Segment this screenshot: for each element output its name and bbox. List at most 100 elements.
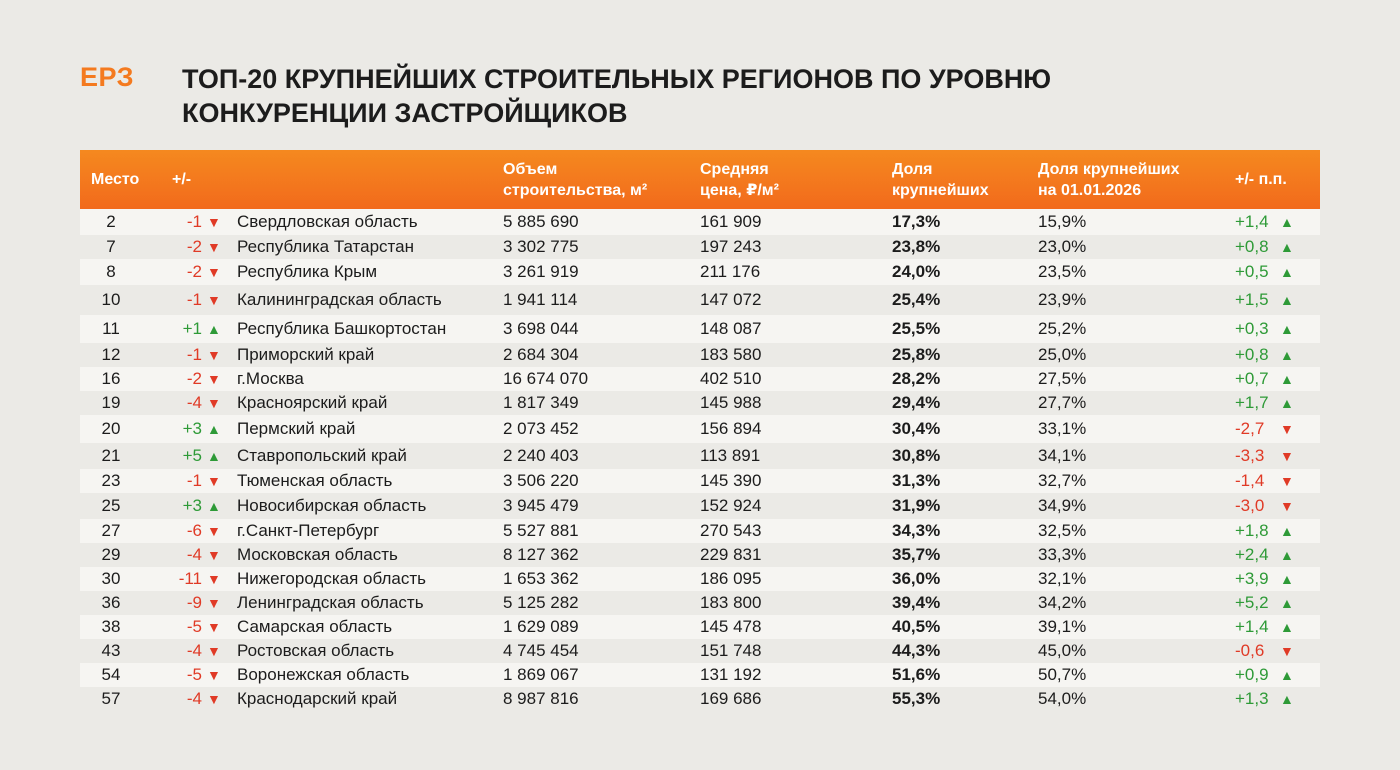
cell-volume: 1 817 349: [503, 393, 579, 412]
pp-value: -2,7: [1235, 419, 1265, 438]
triangle-down-icon: ▼: [207, 571, 221, 587]
cell-share: 51,6%: [892, 665, 941, 684]
cell-share-prev: 34,1%: [1038, 446, 1087, 465]
pp-value: +0,9: [1235, 665, 1269, 684]
pp-value: -0,6: [1235, 641, 1265, 660]
pp-value: -3,3: [1235, 446, 1265, 465]
cell-share: 30,8%: [892, 446, 941, 465]
cell-share: 28,2%: [892, 369, 941, 388]
cell-pp: +0,8 ▲: [1235, 343, 1320, 367]
triangle-up-icon: ▲: [1280, 691, 1294, 707]
pp-value: -1,4: [1235, 471, 1265, 490]
cell-pp: +0,5 ▲: [1235, 259, 1320, 285]
cell-volume: 1 653 362: [503, 569, 579, 588]
cell-volume: 3 302 775: [503, 237, 579, 256]
triangle-up-icon: ▲: [1280, 321, 1294, 337]
cell-place: 19: [101, 393, 121, 412]
cell-price: 183 800: [700, 593, 762, 612]
cell-pp: +1,5 ▲: [1235, 285, 1320, 315]
cell-price: 145 478: [700, 617, 762, 636]
table-row: 20 +3 ▲ Пермский край 2 073 452 156 894 30,4% 3…: [80, 415, 1320, 443]
cell-pp: +5,2 ▲: [1235, 591, 1320, 615]
cell-pp: -3,3 ▼: [1235, 443, 1320, 469]
pp-value: +1,4: [1235, 617, 1269, 636]
triangle-down-icon: ▼: [207, 292, 221, 308]
column-header-label: Объем: [503, 160, 558, 178]
cell-pp: -1,4 ▼: [1235, 469, 1320, 493]
table-body: 2 -1 ▼ Свердловская область 5 885 690 161 909…: [80, 209, 1320, 711]
cell-place: 27: [101, 521, 121, 540]
cell-change: +3 ▲: [170, 493, 237, 519]
cell-share: 24,0%: [892, 262, 941, 281]
change-value: -5: [186, 665, 202, 684]
cell-region: Республика Башкортостан: [237, 319, 447, 338]
triangle-up-icon: ▲: [1280, 395, 1294, 411]
cell-pp: +1,7 ▲: [1235, 391, 1320, 415]
pp-value: +3,9: [1235, 569, 1269, 588]
triangle-down-icon: ▼: [207, 347, 221, 363]
triangle-up-icon: ▲: [207, 448, 221, 464]
cell-place: 8: [106, 262, 116, 281]
triangle-down-icon: ▼: [1280, 421, 1294, 437]
cell-change: +3 ▲: [170, 415, 237, 443]
title-line-1: ТОП-20 КРУПНЕЙШИХ СТРОИТЕЛЬНЫХ РЕГИОНОВ …: [182, 64, 1052, 94]
cell-share-prev: 50,7%: [1038, 665, 1087, 684]
cell-region: Калининградская область: [237, 290, 442, 309]
title-line-2: КОНКУРЕНЦИИ ЗАСТРОЙЩИКОВ: [182, 98, 628, 128]
triangle-up-icon: ▲: [1280, 619, 1294, 635]
cell-share: 31,3%: [892, 471, 941, 490]
triangle-down-icon: ▼: [1280, 473, 1294, 489]
pp-value: +0,7: [1235, 369, 1269, 388]
cell-region: Приморский край: [237, 345, 375, 364]
cell-price: 161 909: [700, 212, 762, 231]
table-row: 7 -2 ▼ Республика Татарстан 3 302 775 197 243…: [80, 235, 1320, 259]
cell-share-prev: 32,5%: [1038, 521, 1087, 540]
cell-volume: 1 869 067: [503, 665, 579, 684]
cell-pp: +1,4 ▲: [1235, 615, 1320, 639]
change-value: -4: [186, 689, 202, 708]
cell-volume: 5 125 282: [503, 593, 579, 612]
column-header-share: Доля крупнейших: [892, 150, 1038, 209]
triangle-up-icon: ▲: [1280, 547, 1294, 563]
table-row: 38 -5 ▼ Самарская область 1 629 089 145 478 40…: [80, 615, 1320, 639]
cell-volume: 8 127 362: [503, 545, 579, 564]
table-row: 12 -1 ▼ Приморский край 2 684 304 183 580 25,8…: [80, 343, 1320, 367]
cell-change: -1 ▼: [170, 469, 237, 493]
cell-share-prev: 25,0%: [1038, 345, 1087, 364]
table-row: 2 -1 ▼ Свердловская область 5 885 690 161 909…: [80, 209, 1320, 235]
pp-value: +0,8: [1235, 237, 1269, 256]
triangle-up-icon: ▲: [207, 421, 221, 437]
cell-region: Красноярский край: [237, 393, 388, 412]
triangle-down-icon: ▼: [207, 214, 221, 230]
triangle-down-icon: ▼: [207, 619, 221, 635]
cell-region: Московская область: [237, 545, 398, 564]
column-header-label-line-2: строительства, м²: [503, 181, 648, 199]
cell-volume: 3 506 220: [503, 471, 579, 490]
column-header-place: Место: [80, 150, 170, 209]
cell-share: 44,3%: [892, 641, 941, 660]
column-header-label: Доля крупнейших: [1038, 160, 1180, 178]
cell-volume: 1 629 089: [503, 617, 579, 636]
triangle-up-icon: ▲: [1280, 264, 1294, 280]
cell-region: Воронежская область: [237, 665, 410, 684]
change-value: -6: [186, 521, 202, 540]
cell-change: -1 ▼: [170, 209, 237, 235]
cell-place: 57: [101, 689, 121, 708]
triangle-up-icon: ▲: [1280, 214, 1294, 230]
table-row: 43 -4 ▼ Ростовская область 4 745 454 151 748 4…: [80, 639, 1320, 663]
table-row: 30 -11 ▼ Нижегородская область 1 653 362 186 …: [80, 567, 1320, 591]
cell-share: 23,8%: [892, 237, 941, 256]
change-value: -5: [186, 617, 202, 636]
pp-value: +1,5: [1235, 290, 1269, 309]
cell-place: 10: [101, 290, 121, 309]
change-value: -2: [186, 237, 202, 256]
cell-share-prev: 32,7%: [1038, 471, 1087, 490]
cell-price: 152 924: [700, 496, 762, 515]
column-header-change: +/-: [170, 150, 237, 209]
pp-value: -3,0: [1235, 496, 1265, 515]
column-header-share-prev: Доля крупнейших на 01.01.2026: [1038, 150, 1235, 209]
cell-place: 12: [101, 345, 121, 364]
cell-place: 43: [101, 641, 121, 660]
change-value: -1: [186, 290, 202, 309]
cell-change: -4 ▼: [170, 543, 237, 567]
